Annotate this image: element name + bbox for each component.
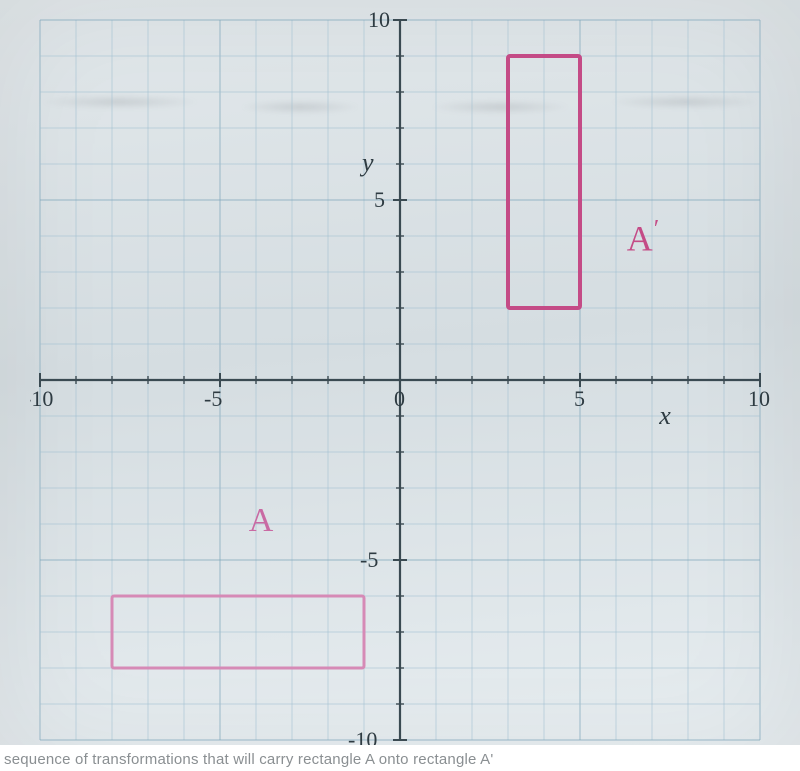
x-tick-label: -10 [30,386,53,411]
x-tick-label: 10 [748,386,770,411]
footer-text: sequence of transformations that will ca… [4,751,493,768]
x-axis-label: x [658,401,671,430]
x-tick-label: -5 [204,386,222,411]
x-tick-label: 0 [394,386,405,411]
footer-cropped-text: sequence of transformations that will ca… [0,745,800,771]
x-tick-label: 5 [574,386,585,411]
y-tick-label: 10 [368,10,390,32]
y-tick-label: -5 [360,547,378,572]
shape-label-A_prime: A′ [627,215,660,258]
y-tick-label: 5 [374,187,385,212]
coordinate-plane: -10-50510-10-5510xyAA′ [30,10,770,750]
grid-svg: -10-50510-10-5510xyAA′ [30,10,770,750]
y-axis-label: y [359,148,374,177]
page-background: -10-50510-10-5510xyAA′ sequence of trans… [0,0,800,771]
shape-label-A: A [249,502,274,539]
